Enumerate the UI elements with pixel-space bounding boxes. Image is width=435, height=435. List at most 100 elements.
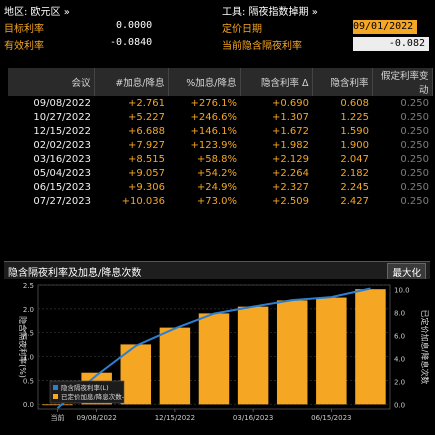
legend-box [49, 380, 125, 404]
y-right-tick-label: 2.0 [394, 378, 405, 386]
table-row[interactable]: 06/15/2023 +9.306 +24.9% +2.327 2.245 0.250 [8, 180, 432, 194]
table-cell: +6.688 [127, 125, 165, 137]
implied-overnight-label: 当前隐含隔夜利率 [222, 41, 302, 52]
table-row[interactable]: 09/08/2022 +2.761 +276.1% +0.690 0.608 0.250 [8, 96, 432, 110]
chart-title: 隐含隔夜利率及加息/降息次数 [8, 268, 142, 279]
y-left-tick-label: 1.0 [23, 354, 34, 362]
x-tick-label: 06/15/2023 [311, 414, 351, 422]
effective-rate-value: -0.0840 [110, 37, 153, 48]
y-left-tick-label: 2.5 [23, 282, 34, 290]
table-cell: 0.250 [400, 167, 429, 179]
table-cell: +2.761 [127, 97, 165, 109]
table-header-row: 会议 #加息/降息 %加息/降息 隐含利率 Δ 隐含利率 假定利率变动 [8, 68, 433, 96]
meetings-table: 会议 #加息/降息 %加息/降息 隐含利率 Δ 隐含利率 假定利率变动 09/0… [8, 68, 433, 208]
table-cell: 0.250 [400, 125, 429, 137]
table-cell: 2.245 [340, 181, 369, 193]
table-cell: +2.509 [271, 195, 309, 207]
table-row[interactable]: 12/15/2022 +6.688 +146.1% +1.672 1.590 0.250 [8, 124, 432, 138]
table-cell: 06/15/2023 [33, 181, 91, 193]
implied-overnight-field[interactable]: -0.082 [353, 37, 429, 51]
bar [198, 313, 230, 405]
table-cell: 0.250 [400, 195, 429, 207]
bar [159, 327, 191, 405]
target-rate-label: 目标利率 [4, 24, 44, 35]
table-cell: +1.672 [271, 125, 309, 137]
rate-chart: 2.5 2.0 1.5 1.0 0.5 0.0 10.0 8.0 6.0 4.0 2.0 0.0 隐含隔… [4, 279, 432, 433]
table-cell: 0.250 [400, 139, 429, 151]
table-cell: +2.264 [271, 167, 309, 179]
column-header-hike-pct[interactable]: %加息/降息 [168, 68, 241, 96]
table-cell: 10/27/2022 [33, 111, 91, 123]
y-left-tick-label: 0.5 [23, 377, 34, 385]
table-cell: +58.8% [196, 153, 237, 165]
table-cell: +10.036 [121, 195, 165, 207]
table-cell: +73.0% [196, 195, 237, 207]
table-cell: +146.1% [190, 125, 237, 137]
table-row[interactable]: 10/27/2022 +5.227 +246.6% +1.307 1.225 0.250 [8, 110, 432, 124]
table-cell: +1.307 [271, 111, 309, 123]
x-tick-label: 03/16/2023 [233, 414, 273, 422]
column-header-assumed-change[interactable]: 假定利率变动 [372, 68, 433, 96]
legend-swatch [53, 394, 58, 399]
axis-ticks: 2.5 2.0 1.5 1.0 0.5 0.0 10.0 8.0 6.0 4.0 2.0 0.0 隐含隔… [18, 282, 430, 422]
header-panel: 地区: 欧元区 » 目标利率 0.0000 有效利率 -0.0840 工具: 隔… [0, 0, 435, 62]
table-cell: 2.047 [340, 153, 369, 165]
table-cell: 02/02/2023 [33, 139, 91, 151]
y-left-tick-label: 1.5 [23, 330, 34, 338]
y-right-tick-label: 6.0 [394, 333, 405, 341]
y-right-tick-label: 10.0 [394, 287, 410, 295]
table-cell: 0.608 [340, 97, 369, 109]
bar [42, 404, 73, 406]
table-row[interactable]: 07/27/2023 +10.036 +73.0% +2.509 2.427 0.250 [8, 194, 432, 208]
table-cell: +1.982 [271, 139, 309, 151]
column-header-implied-rate[interactable]: 隐含利率 [312, 68, 373, 96]
y-right-axis-title: 已定价加息/降息次数 [420, 310, 430, 385]
x-tick-label: 当前 [51, 413, 65, 422]
bar [316, 297, 347, 405]
x-tick-label: 09/08/2022 [76, 414, 116, 422]
line-path [56, 287, 371, 409]
table-cell: 2.427 [340, 195, 369, 207]
table-cell: +7.927 [127, 139, 165, 151]
table-cell: +8.515 [127, 153, 165, 165]
legend-label: 已定价加息/降息次数- [61, 392, 125, 401]
y-right-tick-label: 4.0 [394, 355, 405, 363]
table-cell: +5.227 [127, 111, 165, 123]
chart-title-bar: 隐含隔夜利率及加息/降息次数 最大化 [4, 261, 430, 281]
table-cell: 12/15/2022 [33, 125, 91, 137]
pricing-date-label: 定价日期 [222, 24, 262, 35]
y-left-tick-label: 0.0 [23, 401, 34, 409]
column-header-hike-count[interactable]: #加息/降息 [94, 68, 169, 96]
table-cell: +276.1% [190, 97, 237, 109]
table-cell: 0.250 [400, 111, 429, 123]
table-cell: 0.250 [400, 97, 429, 109]
effective-rate-label: 有效利率 [4, 41, 44, 52]
table-cell: 09/08/2022 [33, 97, 91, 109]
table-cell: 1.225 [340, 111, 369, 123]
table-cell: 05/04/2023 [33, 167, 91, 179]
table-cell: +2.129 [271, 153, 309, 165]
table-row[interactable]: 02/02/2023 +7.927 +123.9% +1.982 1.900 0.250 [8, 138, 432, 152]
y-right-tick-label: 0.0 [394, 401, 405, 409]
y-right-tick-label: 8.0 [394, 310, 405, 318]
bar [237, 306, 269, 405]
bar [355, 289, 386, 405]
table-cell: 1.900 [340, 139, 369, 151]
table-cell: +24.9% [196, 181, 237, 193]
pricing-date-field[interactable]: 09/01/2022 [353, 20, 417, 34]
table-cell: 0.250 [400, 153, 429, 165]
table-row[interactable]: 03/16/2023 +8.515 +58.8% +2.129 2.047 0.250 [8, 152, 432, 166]
table-cell: +246.6% [190, 111, 237, 123]
legend-swatch [53, 385, 58, 390]
column-header-meeting[interactable]: 会议 [8, 68, 95, 96]
legend-label: 隐含隔夜利率(L) [61, 383, 109, 392]
region-selector[interactable]: 地区: 欧元区 » [4, 7, 70, 18]
table-row[interactable]: 05/04/2023 +9.057 +54.2% +2.264 2.182 0.250 [8, 166, 432, 180]
y-left-tick-label: 2.0 [23, 306, 34, 314]
y-left-axis-title: 隐含隔夜利率(%) [18, 316, 28, 378]
column-header-implied-delta[interactable]: 隐含利率 Δ [240, 68, 313, 96]
target-rate-value: 0.0000 [116, 20, 153, 31]
instrument-selector[interactable]: 工具: 隔夜指数掉期 » [222, 7, 318, 18]
table-cell: +0.690 [271, 97, 309, 109]
table-cell: 2.182 [340, 167, 369, 179]
